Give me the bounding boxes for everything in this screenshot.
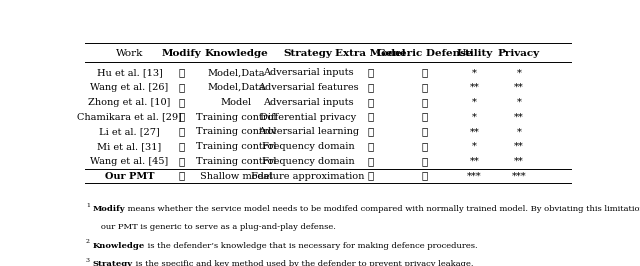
Text: ***: *** [511,172,526,181]
Text: ✓: ✓ [422,172,428,181]
Text: ✗: ✗ [367,113,373,122]
Text: ✗: ✗ [179,142,185,151]
Text: Chamikara et al. [29]: Chamikara et al. [29] [77,113,182,122]
Text: Li et al. [27]: Li et al. [27] [99,127,160,136]
Text: Training control: Training control [196,113,276,122]
Text: ✗: ✗ [367,98,373,107]
Text: **: ** [514,113,524,122]
Text: Frequency domain: Frequency domain [262,157,355,166]
Text: *: * [472,68,477,77]
Text: Generic Defense: Generic Defense [377,49,472,58]
Text: **: ** [514,157,524,166]
Text: *: * [472,113,477,122]
Text: 2: 2 [86,239,90,244]
Text: ✗: ✗ [179,83,185,92]
Text: ✓: ✓ [179,113,185,122]
Text: *: * [516,98,522,107]
Text: Adversarial learning: Adversarial learning [257,127,359,136]
Text: Feature approximation: Feature approximation [252,172,365,181]
Text: **: ** [470,157,479,166]
Text: ✗: ✗ [367,172,373,181]
Text: *: * [472,98,477,107]
Text: Knowledge: Knowledge [204,49,268,58]
Text: ✓: ✓ [367,68,373,77]
Text: is the specific and key method used by the defender to prevent privacy leakage.: is the specific and key method used by t… [132,260,473,266]
Text: means whether the service model needs to be modifed compared with normally train: means whether the service model needs to… [125,205,640,213]
Text: ✓: ✓ [179,127,185,136]
Text: Strategy: Strategy [284,49,333,58]
Text: ✗: ✗ [367,142,373,151]
Text: ✗: ✗ [179,172,185,181]
Text: **: ** [514,83,524,92]
Text: ✗: ✗ [422,68,428,77]
Text: Modify: Modify [162,49,202,58]
Text: 1: 1 [86,202,90,207]
Text: *: * [472,142,477,151]
Text: Modify: Modify [92,205,125,213]
Text: **: ** [514,142,524,151]
Text: *: * [516,68,522,77]
Text: ✗: ✗ [179,98,185,107]
Text: Strategy: Strategy [92,260,132,266]
Text: ✗: ✗ [422,127,428,136]
Text: ✗: ✗ [179,68,185,77]
Text: Differential privacy: Differential privacy [260,113,356,122]
Text: ✓: ✓ [367,127,373,136]
Text: Model,Data: Model,Data [207,83,265,92]
Text: 3: 3 [86,258,90,263]
Text: ✓: ✓ [422,113,428,122]
Text: Utility: Utility [456,49,492,58]
Text: Knowledge: Knowledge [92,242,145,250]
Text: our PMT is generic to serve as a plug-and-play defense.: our PMT is generic to serve as a plug-an… [93,223,336,231]
Text: Mi et al. [31]: Mi et al. [31] [97,142,162,151]
Text: ✗: ✗ [367,157,373,166]
Text: Shallow model: Shallow model [200,172,273,181]
Text: Privacy: Privacy [498,49,540,58]
Text: ✓: ✓ [422,157,428,166]
Text: Wang et al. [26]: Wang et al. [26] [90,83,169,92]
Text: **: ** [470,127,479,136]
Text: Model,Data: Model,Data [207,68,265,77]
Text: Adversarial inputs: Adversarial inputs [263,98,353,107]
Text: ✓: ✓ [179,157,185,166]
Text: Wang et al. [45]: Wang et al. [45] [90,157,169,166]
Text: Training control: Training control [196,127,276,136]
Text: Adversarial inputs: Adversarial inputs [263,68,353,77]
Text: Zhong et al. [10]: Zhong et al. [10] [88,98,171,107]
Text: ***: *** [467,172,482,181]
Text: ✗: ✗ [422,83,428,92]
Text: Training control: Training control [196,142,276,151]
Text: Work: Work [116,49,143,58]
Text: Extra Model: Extra Model [335,49,406,58]
Text: ✓: ✓ [367,83,373,92]
Text: Model: Model [221,98,252,107]
Text: Hu et al. [13]: Hu et al. [13] [97,68,163,77]
Text: is the defender’s knowledge that is necessary for making defence procedures.: is the defender’s knowledge that is nece… [145,242,477,250]
Text: **: ** [470,83,479,92]
Text: ✗: ✗ [422,98,428,107]
Text: Training control: Training control [196,157,276,166]
Text: *: * [516,127,522,136]
Text: Frequency domain: Frequency domain [262,142,355,151]
Text: ✓: ✓ [422,142,428,151]
Text: Our PMT: Our PMT [105,172,154,181]
Text: Adversarial features: Adversarial features [258,83,358,92]
